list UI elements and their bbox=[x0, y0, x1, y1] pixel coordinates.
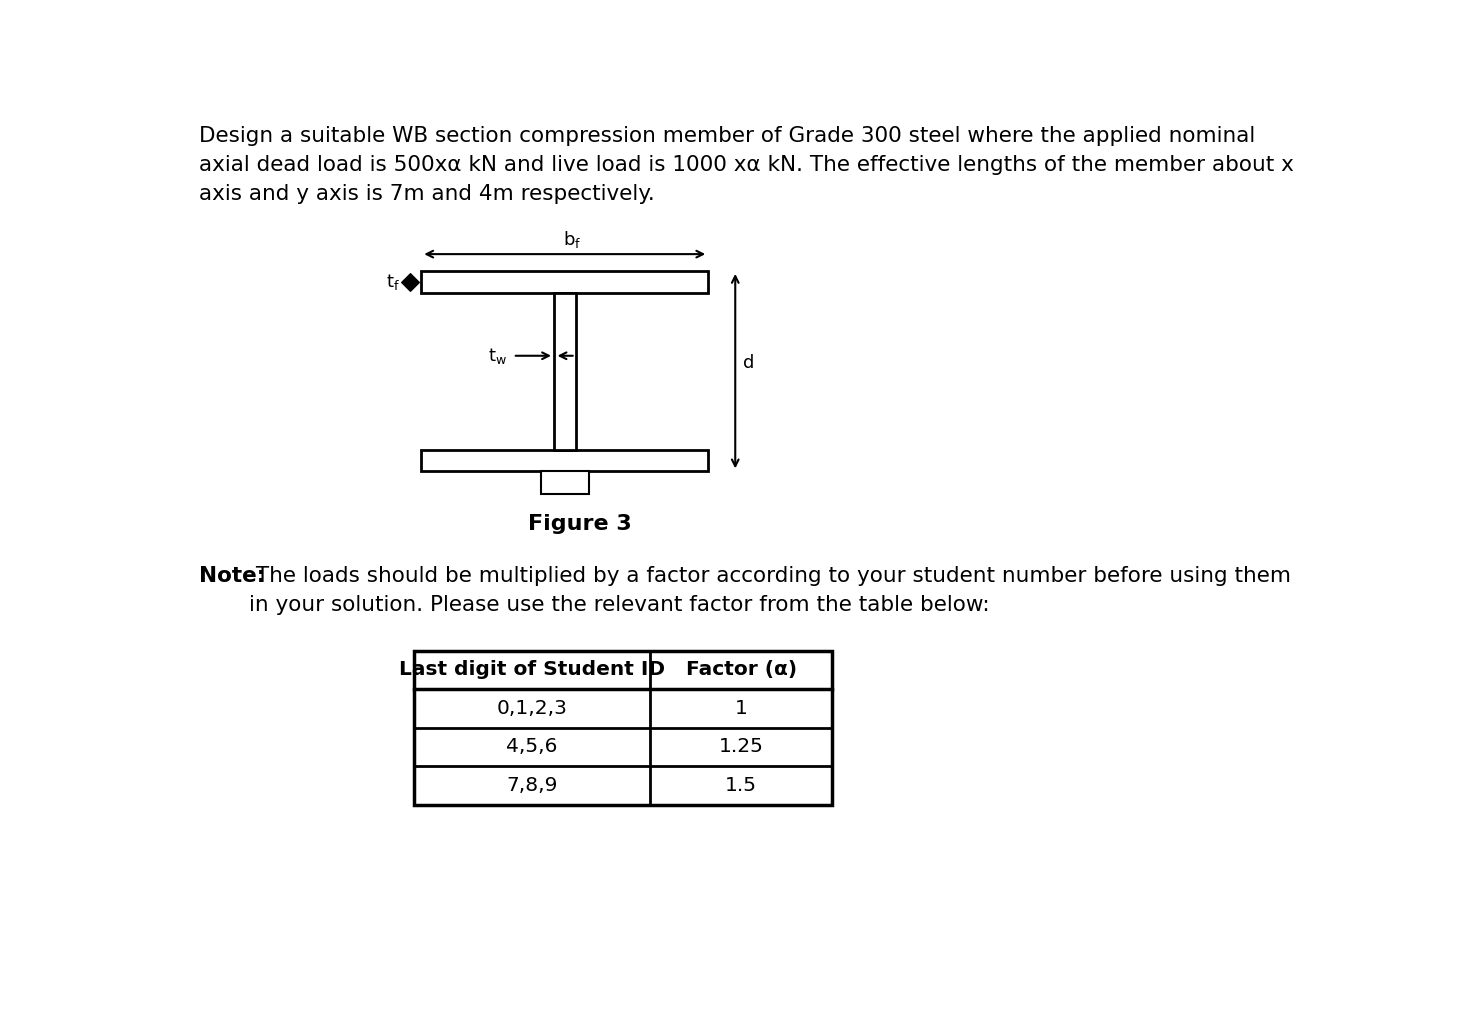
Text: 1.25: 1.25 bbox=[719, 737, 764, 756]
Bar bbox=[554, 293, 576, 449]
Text: 7,8,9: 7,8,9 bbox=[506, 776, 558, 795]
Text: Note:: Note: bbox=[198, 566, 265, 586]
Text: Factor (α): Factor (α) bbox=[685, 660, 796, 679]
Text: 1: 1 bbox=[734, 699, 747, 718]
Bar bbox=[540, 472, 589, 495]
Bar bbox=[422, 449, 707, 472]
Text: 0,1,2,3: 0,1,2,3 bbox=[496, 699, 567, 718]
Text: b$_\mathregular{f}$: b$_\mathregular{f}$ bbox=[564, 229, 582, 250]
Text: Design a suitable WB section compression member of Grade 300 steel where the app: Design a suitable WB section compression… bbox=[198, 127, 1294, 204]
Bar bbox=[422, 271, 707, 293]
Text: Last digit of Student ID: Last digit of Student ID bbox=[398, 660, 665, 679]
Text: t$_\mathregular{w}$: t$_\mathregular{w}$ bbox=[488, 346, 508, 366]
Text: d: d bbox=[743, 355, 755, 372]
Text: The loads should be multiplied by a factor according to your student number befo: The loads should be multiplied by a fact… bbox=[249, 566, 1291, 614]
Text: 4,5,6: 4,5,6 bbox=[506, 737, 558, 756]
Text: Figure 3: Figure 3 bbox=[528, 514, 632, 533]
Point bbox=[398, 274, 422, 290]
Text: 1.5: 1.5 bbox=[725, 776, 758, 795]
Text: t$_\mathregular{f}$: t$_\mathregular{f}$ bbox=[386, 272, 401, 292]
Bar bbox=[413, 651, 832, 805]
